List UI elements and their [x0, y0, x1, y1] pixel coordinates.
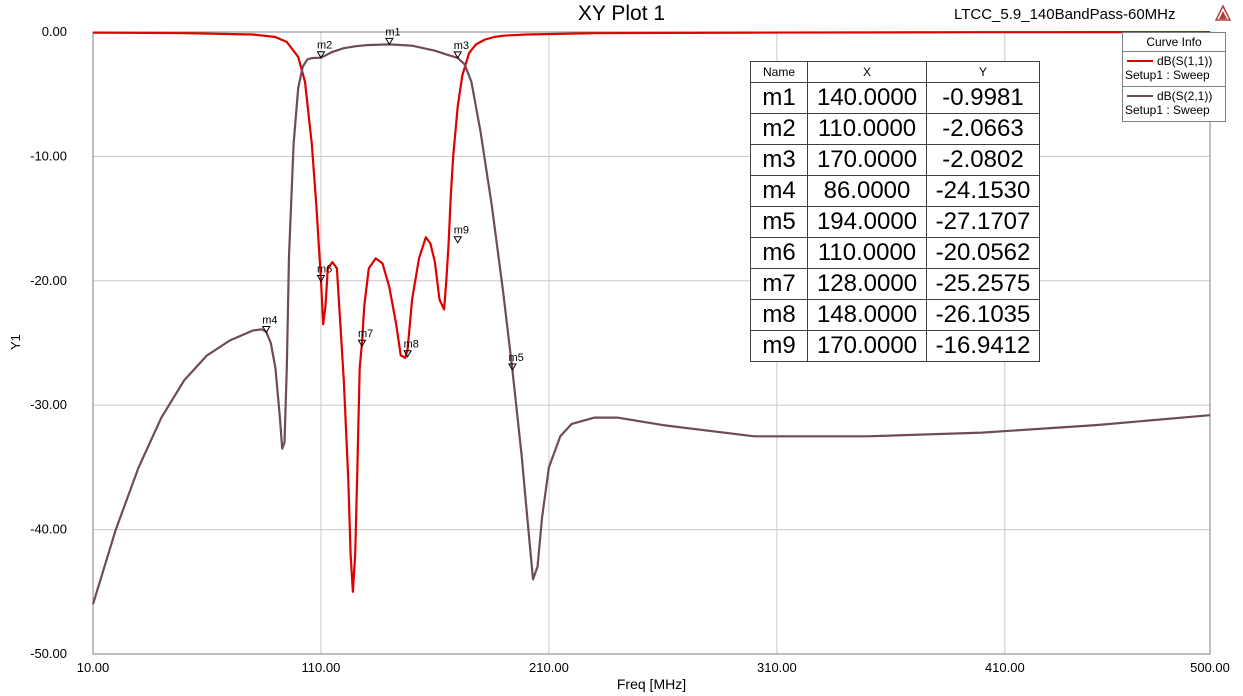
table-cell-y: -26.1035 — [926, 299, 1040, 331]
chart-title: XY Plot 1 — [577, 2, 666, 25]
table-row: m2 110.0000 -2.0663 — [750, 113, 1040, 145]
marker-label: m8 — [404, 339, 419, 351]
marker-triangle — [384, 37, 394, 46]
marker-label: m1 — [385, 26, 400, 38]
table-cell-name: m7 — [750, 268, 808, 300]
legend-title: Curve Info — [1123, 33, 1225, 52]
marker-table: Name X Y m1 140.0000 -0.9981 m2 110.0000 -2.0… — [750, 61, 1040, 362]
table-row: m9 170.0000 -16.9412 — [750, 330, 1040, 362]
marker-label: m9 — [454, 225, 469, 237]
marker-triangle — [508, 363, 517, 371]
table-row: m3 170.0000 -2.0802 — [750, 144, 1040, 176]
table-header-name: Name — [750, 61, 808, 83]
marker-label: m4 — [262, 314, 277, 326]
table-cell-x: 170.0000 — [807, 144, 927, 176]
marker-triangle — [453, 51, 463, 59]
x-tick-label: 500.00 — [1190, 660, 1230, 675]
y-axis-label: Y1 — [8, 334, 23, 350]
table-row: m5 194.0000 -27.1707 — [750, 206, 1040, 238]
marker-label: m3 — [454, 40, 469, 52]
table-cell-y: -2.0663 — [926, 113, 1040, 145]
table-cell-x: 194.0000 — [807, 206, 927, 238]
table-row: m1 140.0000 -0.9981 — [750, 82, 1040, 114]
marker-label: m2 — [317, 40, 332, 52]
y-tick-label: -40.00 — [30, 522, 67, 537]
table-cell-x: 170.0000 — [807, 330, 927, 362]
marker-triangle — [403, 350, 412, 358]
legend-series-setup: Setup1 : Sweep — [1125, 68, 1210, 82]
table-cell-name: m8 — [750, 299, 808, 331]
app-logo-icon — [1215, 5, 1231, 21]
marker-triangle — [453, 236, 463, 244]
table-cell-y: -24.1530 — [926, 175, 1040, 207]
axes — [92, 31, 1211, 655]
y-tick-label: -20.00 — [30, 273, 67, 288]
tick-labels: 10.00 110.00 210.00 310.00 410.00 500.00 0.00 -… — [30, 24, 1230, 675]
marker-label: m5 — [508, 352, 523, 364]
table-cell-name: m4 — [750, 175, 808, 207]
series-line-s21 — [91, 43, 1211, 605]
table-cell-x: 148.0000 — [807, 299, 927, 331]
table-cell-x: 86.0000 — [807, 175, 927, 207]
table-cell-name: m6 — [750, 237, 808, 269]
x-axis-label: Freq [MHz] — [616, 676, 687, 692]
table-cell-name: m5 — [750, 206, 808, 238]
table-cell-x: 128.0000 — [807, 268, 927, 300]
table-row: m6 110.0000 -20.0562 — [750, 237, 1040, 269]
y-tick-label: -10.00 — [30, 148, 67, 163]
table-row: m8 148.0000 -26.1035 — [750, 299, 1040, 331]
legend-swatch — [1127, 95, 1153, 97]
table-cell-y: -2.0802 — [926, 144, 1040, 176]
plot-frame — [92, 31, 1211, 655]
table-row: m7 128.0000 -25.2575 — [750, 268, 1040, 300]
marker-triangle — [316, 274, 326, 283]
table-cell-y: -20.0562 — [926, 237, 1040, 269]
table-cell-name: m2 — [750, 113, 808, 145]
project-name: LTCC_5.9_140BandPass-60MHz — [954, 6, 1176, 23]
table-cell-name: m9 — [750, 330, 808, 362]
legend-item-s21[interactable]: dB(S(2,1)) Setup1 : Sweep — [1123, 87, 1225, 121]
curve-info-legend[interactable]: Curve Info dB(S(1,1)) Setup1 : Sweep dB(… — [1122, 32, 1226, 122]
table-header-y: Y — [926, 61, 1040, 83]
table-cell-x: 110.0000 — [807, 237, 927, 269]
legend-item-s11[interactable]: dB(S(1,1)) Setup1 : Sweep — [1123, 52, 1225, 87]
table-cell-y: -25.2575 — [926, 268, 1040, 300]
markers: m1 m2 m3 m4 m5 m6 m7 m8 m9 — [261, 26, 524, 371]
marker-triangle — [316, 51, 326, 59]
grid — [93, 32, 1210, 654]
table-cell-y: -27.1707 — [926, 206, 1040, 238]
legend-swatch — [1127, 60, 1153, 62]
x-tick-label: 310.00 — [757, 660, 797, 675]
table-cell-x: 110.0000 — [807, 113, 927, 145]
table-cell-x: 140.0000 — [807, 82, 927, 114]
y-tick-label: -30.00 — [30, 397, 67, 412]
table-cell-y: -16.9412 — [926, 330, 1040, 362]
series-lines — [91, 30, 1211, 605]
x-tick-label: 10.00 — [77, 660, 110, 675]
legend-series-setup: Setup1 : Sweep — [1125, 103, 1210, 117]
table-cell-y: -0.9981 — [926, 82, 1040, 114]
table-cell-name: m3 — [750, 144, 808, 176]
y-tick-label: -50.00 — [30, 646, 67, 661]
x-tick-label: 410.00 — [985, 660, 1025, 675]
marker-triangle — [357, 339, 367, 348]
marker-label: m7 — [358, 328, 373, 340]
table-cell-name: m1 — [750, 82, 808, 114]
marker-label: m6 — [317, 263, 332, 275]
x-tick-label: 110.00 — [302, 660, 341, 675]
x-tick-label: 210.00 — [529, 660, 569, 675]
table-row: m4 86.0000 -24.1530 — [750, 175, 1040, 207]
marker-triangle — [261, 325, 271, 334]
legend-series-name: dB(S(1,1)) — [1157, 54, 1213, 68]
series-line-s11 — [92, 30, 1211, 593]
y-tick-label: 0.00 — [42, 24, 67, 39]
legend-series-name: dB(S(2,1)) — [1157, 89, 1213, 103]
table-header-x: X — [807, 61, 927, 83]
